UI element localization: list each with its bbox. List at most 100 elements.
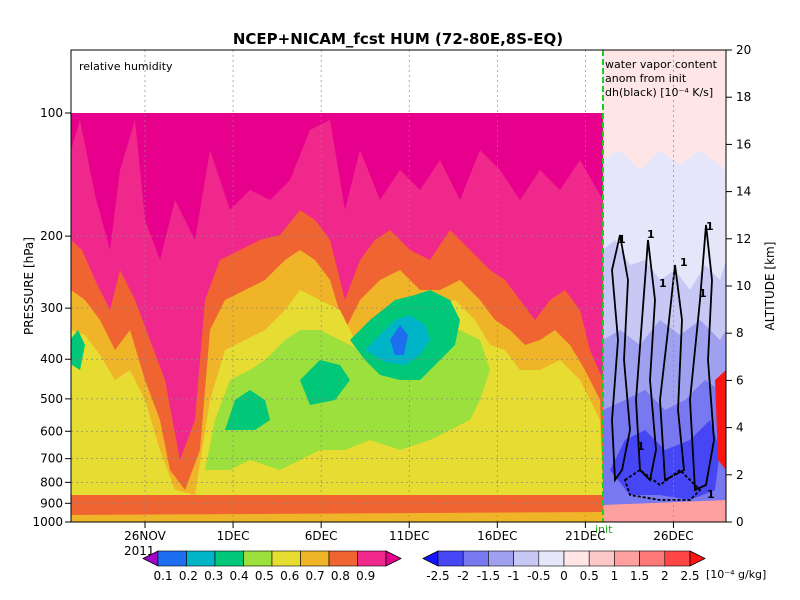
rh-colorbar-label: 0.9 [356,569,375,583]
pressure-tick-label: 300 [40,301,63,315]
anom-colorbar-swatch [513,550,540,567]
rh-surface-band [71,512,603,522]
altitude-tick-label: 12 [736,232,751,246]
pressure-tick-label: 700 [40,452,63,466]
pressure-tick-label: 500 [40,392,63,406]
top-blank [71,51,603,113]
anom-colorbar-swatch [563,550,590,567]
anom-colorbar-label: -1 [508,569,520,583]
pressure-tick-label: 1000 [32,515,63,529]
contour-label-8: 1 [707,488,715,501]
anom-colorbar-swatch [588,550,615,567]
anom-colorbar-swatch [538,550,565,567]
time-axis: 26NOV 1DEC 6DEC 11DEC 16DEC 21DEC 26DEC [124,522,694,543]
contour-label-7: 1 [637,440,645,453]
contour-label-4: 1 [706,220,714,233]
anom-colorbar-swatch [614,550,640,567]
anom-colorbar-label: 0.5 [580,569,599,583]
y-axis-label-left: PRESSURE [hPa] [22,237,36,335]
anom-colorbar-arrow-low [422,550,439,567]
anom-pos-low [715,370,726,470]
pressure-tick-label: 100 [40,106,63,120]
rh-colorbar-arrow-high [385,550,402,567]
contour-label-1: 1 [618,233,626,246]
contour-line-5 [623,468,702,501]
altitude-tick-label: 16 [736,137,751,151]
rh-colorbar-label: 0.6 [280,569,299,583]
anom-colorbar-label: 2 [661,569,669,583]
anom-colorbar-swatch [437,550,464,567]
rh-colorbar-swatch [214,550,244,567]
anom-colorbar-label: 2.5 [680,569,699,583]
rh-colorbar-label: 0.5 [255,569,274,583]
rh-colorbar-label: 0.4 [230,569,249,583]
time-tick-label: 26DEC [653,529,693,543]
rh-colorbar-label: 0.7 [306,569,325,583]
pressure-axis: 100 200 300 400 500 600 700 800 900 1000 [32,106,71,529]
rh-colorbar-swatch [157,550,187,567]
rh-colorbar-label: 0.2 [179,569,198,583]
rh-colorbar-swatch [328,550,358,567]
altitude-tick-label: 2 [736,468,744,482]
panel-right-label-3: dh(black) [10⁻⁴ K/s] [605,86,713,99]
anom-colorbar-arrow-high [689,550,706,567]
chart-title: NCEP+NICAM_fcst HUM (72-80E,8S-EQ) [233,30,563,48]
init-label: init [595,523,613,536]
contour-line-2 [635,239,657,482]
rh-colorbar-swatch [243,550,273,567]
contour-label-3: 1 [680,256,688,269]
altitude-axis: 0 2 4 6 8 10 12 14 16 18 20 [726,43,751,529]
rh-colorbar-swatch [271,550,301,567]
time-tick-label: 6DEC [305,529,338,543]
time-tick-label: 11DEC [389,529,429,543]
altitude-tick-label: 0 [736,515,744,529]
time-tick-label: 1DEC [217,529,250,543]
anom-colorbar-swatch [639,550,666,567]
altitude-tick-label: 8 [736,326,744,340]
altitude-tick-label: 6 [736,373,744,387]
rh-colorbar: 0.1 0.2 0.3 0.4 0.5 0.6 0.7 0.8 0.9 [142,550,402,583]
pressure-tick-label: 900 [40,496,63,510]
anom-colorbar-label: -0.5 [527,569,550,583]
rh-colorbar-label: 0.1 [154,569,173,583]
panel-right-label-2: anom from init [605,72,687,85]
panel-left-label: relative humidity [79,60,173,73]
altitude-tick-label: 14 [736,185,751,199]
y-axis-label-right: ALTITUDE [km] [763,242,777,331]
anom-colorbar-unit: [10⁻⁴ g/kg] [706,568,766,581]
pressure-tick-label: 800 [40,475,63,489]
anom-colorbar-label: 0 [560,569,568,583]
contour-line-1 [611,234,631,483]
pressure-tick-label: 200 [40,229,63,243]
anom-colorbar-swatch [462,550,489,567]
rh-contour-0.1 [390,325,408,355]
pressure-tick-label: 400 [40,352,63,366]
anom-colorbar-label: -2.5 [426,569,449,583]
panel-right-label-1: water vapor content [605,58,718,71]
anom-colorbar-label: -1.5 [477,569,500,583]
anom-colorbar-swatch [488,550,514,567]
altitude-tick-label: 20 [736,43,751,57]
rh-colorbar-swatch [357,550,387,567]
contour-label-6: 1 [699,287,707,300]
anom-colorbar-label: 1.5 [630,569,649,583]
anom-colorbar-swatch [664,550,691,567]
contour-line-4 [689,224,715,492]
rh-colorbar-swatch [186,550,216,567]
time-tick-label: 21DEC [565,529,605,543]
altitude-tick-label: 18 [736,90,751,104]
anom-pos-surface [603,500,726,522]
rh-colorbar-swatch [300,550,330,567]
altitude-tick-label: 4 [736,421,744,435]
contour-line-3 [659,264,685,482]
year-label: 2011 [124,544,155,558]
time-tick-label: 16DEC [477,529,517,543]
heating-contours [611,224,715,501]
anomaly-colorbar: -2.5 -2 -1.5 -1 -0.5 0 0.5 1 1.5 2 2.5 [422,550,706,583]
grid [71,50,674,522]
altitude-tick-label: 10 [736,279,751,293]
rh-colorbar-label: 0.3 [204,569,223,583]
anom-colorbar-label: -2 [457,569,469,583]
contour-label-5: 1 [659,277,667,290]
